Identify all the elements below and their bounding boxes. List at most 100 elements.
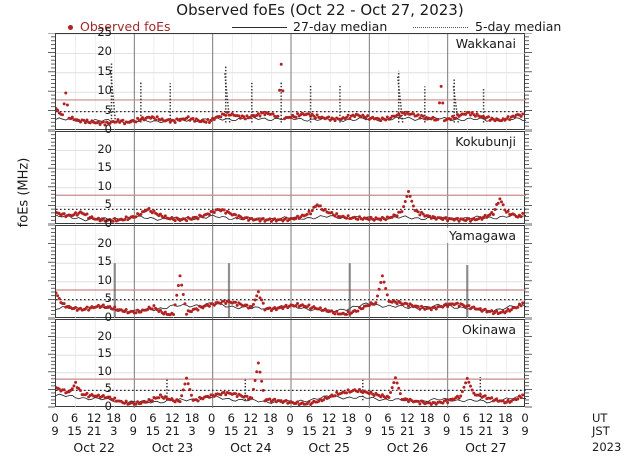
x-tick-ut: 12 [400,411,415,425]
x-tick-ut: 0 [51,411,59,425]
y-tick-label: 20 [97,141,112,156]
station-label: Kokubunji [453,134,518,149]
x-tick-ut: 12 [165,411,180,425]
x-tick-jst: 15 [145,424,161,438]
x-tick-jst: 3 [501,424,510,438]
chart-legend: Observed foEs 27-day median 5-day median [0,19,640,35]
x-tick-jst: 15 [223,424,239,438]
x-tick-jst: 3 [345,424,353,438]
y-tick-label: 5 [104,102,112,117]
panel-kokubunji: Kokubunji [55,131,526,225]
legend-observed-label: Observed foEs [80,19,171,34]
x-tick-ut: 0 [286,411,294,425]
y-axis-ticks [525,33,532,131]
y-tick-label: 5 [104,381,112,396]
legend-median27-label: 27-day median [293,19,388,34]
y-tick-label: 5 [104,197,112,212]
x-tick-ut: 12 [243,411,259,425]
x-tick-jst: 3 [266,424,275,438]
x-tick-jst: 21 [86,424,102,438]
panel-plot-area [56,132,526,225]
y-tick-label: 20 [97,235,112,250]
observed-marker-icon [68,25,73,30]
y-tick-label: 15 [97,254,112,269]
panel-okinawa: Okinawa [55,319,526,408]
y-tick-label: 20 [97,328,112,343]
panel-yamagawa: Yamagawa [55,225,526,319]
y-axis-ticks [48,225,55,319]
y-tick-label: 0 [104,122,112,136]
median5-line-icon [413,27,468,28]
x-tick-ut: 6 [70,411,79,425]
x-tick-jst: 3 [423,424,431,438]
y-tick-label: 0 [104,399,112,413]
y-axis-label: foEs (MHz) [16,157,32,228]
x-tick-ut: 18 [498,411,513,425]
x-tick-jst: 15 [458,424,474,438]
x-tick-jst: 15 [302,424,317,438]
y-tick-label: 10 [97,272,112,287]
y-tick-label: 10 [97,363,112,378]
legend-median5-label: 5-day median [475,19,562,34]
x-tick-jst: 21 [478,424,494,438]
x-tick-ut: 18 [263,411,278,425]
x-axis-day-label: Oct 27 [465,440,507,455]
y-tick-label: 15 [97,160,112,175]
median27-line-icon [232,27,287,28]
panel-wakkanai: Wakkanai [55,33,526,131]
x-tick-ut: 0 [521,411,529,425]
x-tick-jst: 9 [442,424,451,438]
y-tick-label: 5 [104,291,112,306]
x-tick-ut: 18 [341,411,357,425]
y-tick-label: 25 [97,25,112,39]
x-tick-jst: 21 [400,424,415,438]
y-tick-label: 10 [97,83,112,98]
x-tick-jst: 21 [243,424,259,438]
x-axis-day-label: Oct 22 [73,440,115,455]
x-axis-day-label: Oct 26 [386,440,429,455]
x-tick-ut: 6 [149,411,157,425]
x-tick-jst: 21 [165,424,180,438]
x-tick-jst: 9 [51,424,59,438]
x-tick-ut: 0 [364,411,372,425]
x-tick-jst: 9 [521,424,529,438]
ut-axis-label: UT [592,411,608,425]
x-tick-jst: 3 [110,424,118,438]
x-tick-ut: 6 [462,411,470,425]
x-tick-ut: 0 [442,411,451,425]
x-tick-jst: 9 [286,424,294,438]
jst-axis-label: JST [592,424,610,438]
y-tick-label: 10 [97,178,112,193]
y-axis-ticks [48,319,55,408]
x-tick-ut: 12 [86,411,102,425]
year-label: 2023 [592,440,622,454]
x-tick-ut: 0 [129,411,137,425]
y-axis-ticks [525,225,532,319]
panel-plot-area [56,226,526,319]
panel-plot-area [56,34,526,131]
page-title: Observed foEs (Oct 22 - Oct 27, 2023) [176,1,464,19]
y-axis-ticks [48,131,55,225]
y-tick-label: 20 [97,44,112,59]
x-tick-ut: 6 [384,411,392,425]
x-tick-ut: 18 [419,411,435,425]
y-axis-ticks [525,131,532,225]
y-tick-label: 15 [97,346,112,361]
y-axis-ticks [48,33,55,131]
x-tick-jst: 21 [321,424,337,438]
station-label: Okinawa [459,322,518,337]
x-axis-day-label: Oct 23 [151,440,194,455]
x-tick-jst: 15 [67,424,82,438]
x-tick-ut: 6 [227,411,235,425]
x-tick-jst: 15 [380,424,396,438]
x-tick-ut: 18 [184,411,200,425]
y-tick-label: 15 [97,63,112,78]
x-tick-ut: 12 [321,411,337,425]
station-label: Wakkanai [453,36,518,51]
x-tick-jst: 9 [364,424,372,438]
y-axis-ticks [525,319,532,408]
x-tick-ut: 6 [305,411,314,425]
x-tick-jst: 9 [207,424,216,438]
x-tick-ut: 12 [478,411,494,425]
